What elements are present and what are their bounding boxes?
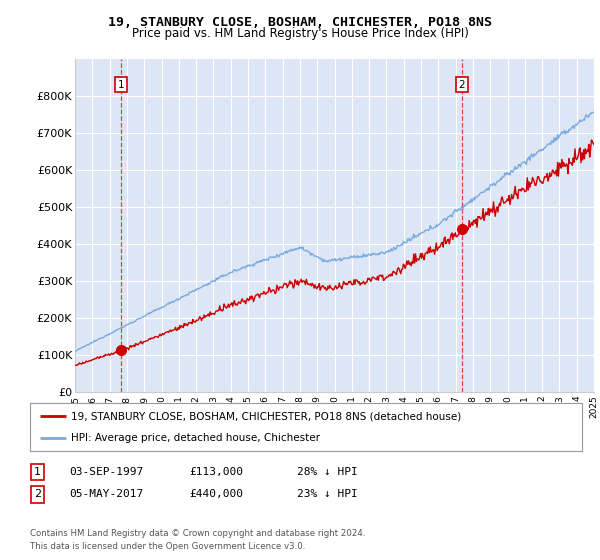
Text: £113,000: £113,000 bbox=[189, 467, 243, 477]
Text: 23% ↓ HPI: 23% ↓ HPI bbox=[297, 489, 358, 500]
Text: Contains HM Land Registry data © Crown copyright and database right 2024.: Contains HM Land Registry data © Crown c… bbox=[30, 529, 365, 538]
Text: 05-MAY-2017: 05-MAY-2017 bbox=[69, 489, 143, 500]
Text: 1: 1 bbox=[34, 467, 41, 477]
Text: 28% ↓ HPI: 28% ↓ HPI bbox=[297, 467, 358, 477]
Text: 19, STANBURY CLOSE, BOSHAM, CHICHESTER, PO18 8NS: 19, STANBURY CLOSE, BOSHAM, CHICHESTER, … bbox=[108, 16, 492, 29]
Text: 2: 2 bbox=[34, 489, 41, 500]
Text: 2: 2 bbox=[458, 80, 465, 90]
Text: 1: 1 bbox=[118, 80, 125, 90]
Text: 03-SEP-1997: 03-SEP-1997 bbox=[69, 467, 143, 477]
Text: HPI: Average price, detached house, Chichester: HPI: Average price, detached house, Chic… bbox=[71, 433, 320, 443]
Text: Price paid vs. HM Land Registry's House Price Index (HPI): Price paid vs. HM Land Registry's House … bbox=[131, 27, 469, 40]
Text: 19, STANBURY CLOSE, BOSHAM, CHICHESTER, PO18 8NS (detached house): 19, STANBURY CLOSE, BOSHAM, CHICHESTER, … bbox=[71, 411, 461, 421]
Text: This data is licensed under the Open Government Licence v3.0.: This data is licensed under the Open Gov… bbox=[30, 542, 305, 551]
Text: £440,000: £440,000 bbox=[189, 489, 243, 500]
